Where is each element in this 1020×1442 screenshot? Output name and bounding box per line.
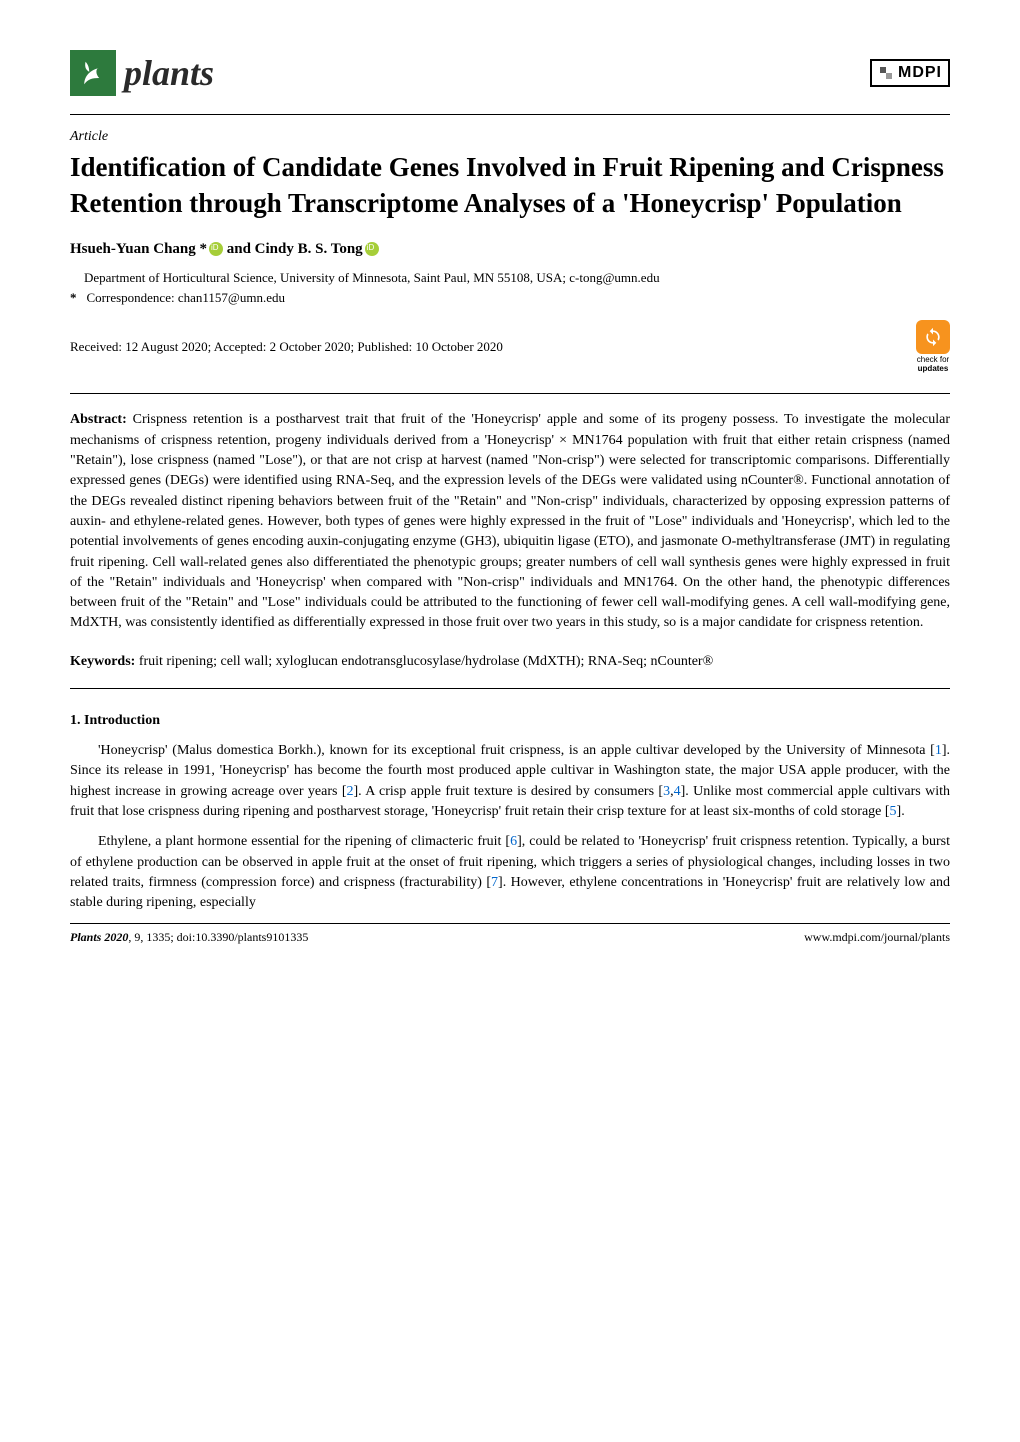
publication-dates: Received: 12 August 2020; Accepted: 2 Oc… <box>70 339 503 355</box>
citation-link[interactable]: 4 <box>674 784 681 799</box>
orcid-icon[interactable] <box>209 242 223 256</box>
publisher-name: MDPI <box>898 64 942 82</box>
author-1: Hsueh-Yuan Chang * <box>70 241 207 257</box>
abstract-top-divider <box>70 393 950 394</box>
keywords-label: Keywords: <box>70 654 135 669</box>
journal-name: plants <box>124 52 214 94</box>
abstract-text: Crispness retention is a postharvest tra… <box>70 412 950 630</box>
authors-row: Hsueh-Yuan Chang * and Cindy B. S. Tong <box>70 240 950 258</box>
check-updates-badge[interactable]: check forupdates <box>916 320 950 374</box>
intro-paragraph-2: Ethylene, a plant hormone essential for … <box>70 832 950 913</box>
keywords-text: fruit ripening; cell wall; xyloglucan en… <box>135 654 713 669</box>
abstract-label: Abstract: <box>70 412 127 427</box>
article-title: Identification of Candidate Genes Involv… <box>70 149 950 222</box>
author-2: and Cindy B. S. Tong <box>223 241 363 257</box>
keywords: Keywords: fruit ripening; cell wall; xyl… <box>70 652 950 672</box>
publisher-logo: MDPI <box>870 59 950 87</box>
abstract-bottom-divider <box>70 688 950 689</box>
check-updates-icon <box>916 320 950 354</box>
correspondence-asterisk: * <box>70 290 77 305</box>
header-divider <box>70 114 950 115</box>
correspondence-text: Correspondence: chan1157@umn.edu <box>87 290 286 305</box>
page-footer: Plants 2020, 9, 1335; doi:10.3390/plants… <box>70 923 950 945</box>
footer-url[interactable]: www.mdpi.com/journal/plants <box>804 930 950 945</box>
header-row: plants MDPI <box>70 50 950 96</box>
intro-paragraph-1: 'Honeycrisp' (Malus domestica Borkh.), k… <box>70 741 950 822</box>
journal-logo: plants <box>70 50 214 96</box>
footer-citation: Plants 2020, 9, 1335; doi:10.3390/plants… <box>70 930 308 945</box>
article-type: Article <box>70 129 950 145</box>
citation-link[interactable]: 7 <box>491 875 498 890</box>
mdpi-icon <box>878 65 894 81</box>
orcid-icon[interactable] <box>365 242 379 256</box>
affiliation: Department of Horticultural Science, Uni… <box>70 270 950 286</box>
check-updates-label: check forupdates <box>917 356 949 374</box>
section-heading-introduction: 1. Introduction <box>70 713 950 729</box>
dates-row: Received: 12 August 2020; Accepted: 2 Oc… <box>70 320 950 374</box>
citation-link[interactable]: 5 <box>890 804 897 819</box>
citation-link[interactable]: 1 <box>935 743 942 758</box>
leaf-icon <box>70 50 116 96</box>
correspondence: * Correspondence: chan1157@umn.edu <box>70 290 950 306</box>
citation-link[interactable]: 2 <box>347 784 354 799</box>
abstract: Abstract: Crispness retention is a posth… <box>70 410 950 633</box>
